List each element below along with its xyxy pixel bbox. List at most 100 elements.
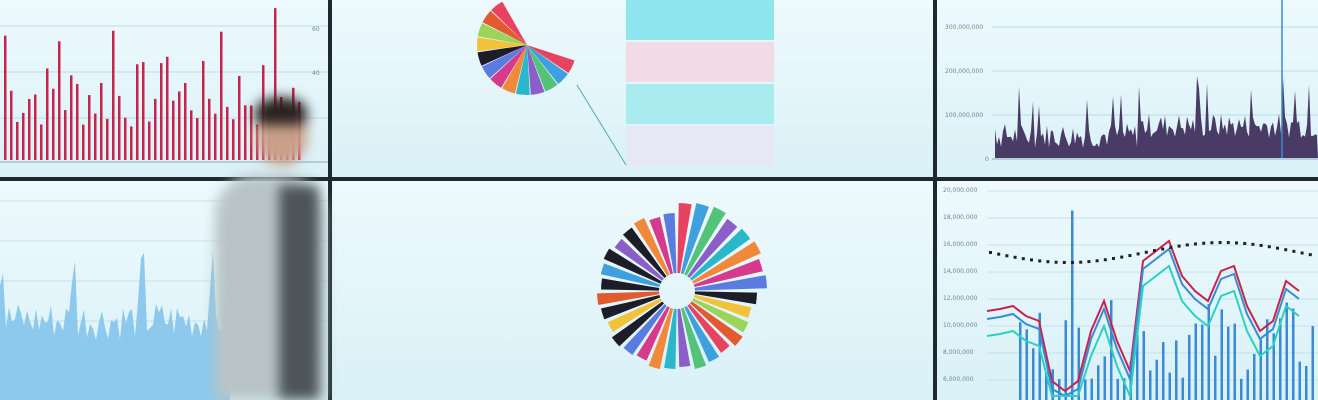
pie-slice — [601, 278, 660, 291]
pie-slice — [477, 37, 527, 52]
candle — [1177, 244, 1181, 248]
pie-slice — [663, 213, 677, 274]
bar — [124, 117, 127, 160]
bar — [1162, 342, 1165, 400]
bar — [1077, 327, 1080, 400]
pie-slice — [689, 228, 751, 281]
pie-slice — [603, 248, 662, 284]
volume-area — [995, 75, 1318, 158]
pie-slice — [481, 45, 527, 79]
bar — [250, 105, 253, 160]
candle — [1226, 241, 1230, 245]
pie-slice — [694, 291, 757, 305]
bar — [136, 64, 139, 160]
pie-slice — [693, 294, 752, 318]
bar — [1123, 378, 1126, 400]
bar-chart-red — [0, 8, 328, 163]
pie-slice — [622, 227, 667, 279]
pie-slice — [611, 301, 665, 347]
pie-slice — [490, 45, 527, 88]
bar — [70, 75, 73, 160]
bar — [160, 63, 163, 161]
bar — [1194, 323, 1197, 400]
y-tick: 200,000,000 — [945, 68, 984, 75]
bar — [1103, 356, 1106, 400]
pie-slice — [636, 306, 670, 361]
pie-slice — [477, 45, 527, 66]
bar — [1084, 379, 1087, 400]
bar — [1116, 378, 1119, 400]
bar — [34, 94, 37, 160]
y-tick: 60 — [312, 26, 320, 33]
bar — [1298, 361, 1301, 400]
bar — [226, 106, 229, 160]
pie-slice — [527, 45, 545, 95]
candle — [1235, 241, 1238, 245]
y-tick: 18,000,000 — [943, 214, 978, 221]
bar — [1279, 318, 1282, 400]
line-bar-chart — [986, 190, 1318, 400]
pie-slice — [527, 45, 568, 84]
blue-line — [986, 247, 1300, 398]
pie-chart-small — [477, 0, 774, 166]
bar — [1233, 323, 1236, 400]
bar — [82, 124, 85, 160]
bar — [184, 82, 187, 160]
bar — [100, 82, 103, 160]
bar — [1240, 378, 1243, 400]
bar — [40, 124, 43, 160]
bar — [1220, 309, 1223, 400]
screen-top-center — [332, 0, 933, 177]
teal-line — [986, 264, 1300, 400]
legend-band — [626, 126, 774, 166]
legend-band — [626, 84, 774, 124]
bar — [232, 119, 235, 160]
bar — [1311, 326, 1314, 400]
candle — [1276, 246, 1279, 250]
bar — [28, 98, 31, 160]
bar — [58, 41, 61, 161]
bar — [244, 105, 247, 160]
bar — [274, 8, 277, 160]
pie-slice — [600, 295, 661, 320]
pie-slice — [684, 306, 720, 363]
pie-slice — [623, 304, 667, 355]
bar — [112, 30, 115, 160]
candle — [1112, 256, 1115, 260]
bar — [4, 35, 7, 160]
chart-group — [986, 190, 1318, 400]
screen-top-right: 300,000,000 200,000,000 100,000,000 0 — [937, 0, 1318, 177]
bar — [154, 98, 157, 160]
candle — [1095, 259, 1099, 263]
volume-chart — [992, 0, 1318, 160]
candle — [1013, 255, 1017, 259]
candle — [1251, 242, 1255, 246]
bar — [1071, 210, 1074, 400]
candle — [1202, 241, 1206, 245]
pie-slice — [690, 301, 743, 346]
bar — [1149, 370, 1152, 400]
pie-slice — [692, 241, 761, 284]
candle — [997, 252, 1001, 256]
bar — [1181, 377, 1184, 400]
candle — [1185, 243, 1189, 247]
candle — [1120, 255, 1124, 259]
tie — [279, 185, 319, 400]
walking-person — [195, 95, 355, 400]
screen-top-left: 60 40 — [0, 0, 328, 177]
bar — [64, 110, 67, 160]
red-line — [986, 239, 1300, 393]
bar — [1246, 369, 1249, 400]
bar — [1058, 378, 1061, 400]
y-tick: 0 — [985, 156, 989, 163]
bar — [106, 118, 109, 160]
candle — [1267, 245, 1271, 249]
y-tick: 100,000,000 — [945, 112, 984, 119]
pie-chart-exploded — [597, 203, 767, 370]
pie-slice — [597, 291, 660, 306]
bar — [1214, 355, 1217, 400]
pie-slice — [649, 216, 673, 275]
bar — [1025, 329, 1028, 400]
bar — [1136, 334, 1139, 400]
pie-slice — [477, 23, 527, 45]
